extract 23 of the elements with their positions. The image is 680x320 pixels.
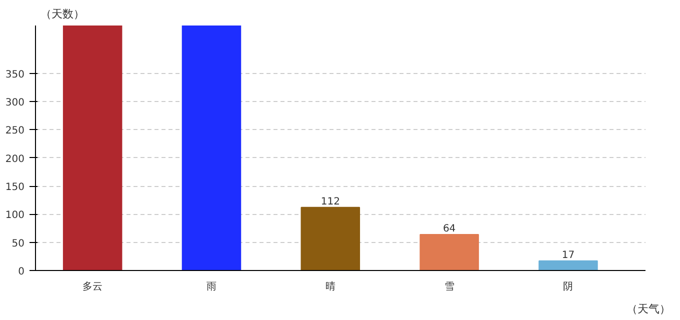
y-tick-label: 100 — [5, 210, 25, 222]
x-tick-label: 雨 — [206, 282, 216, 292]
y-tick-label: 200 — [5, 154, 25, 165]
bar — [420, 234, 479, 270]
x-tick-label: 雪 — [444, 282, 454, 292]
bar — [538, 260, 598, 270]
bar — [300, 206, 360, 270]
data-label: 17 — [562, 250, 575, 261]
x-tick-label: 阴 — [563, 282, 574, 292]
data-label: 64 — [442, 223, 456, 234]
y-tick-label: 0 — [18, 266, 25, 278]
bar — [62, 26, 122, 270]
y-tick-label: 350 — [5, 69, 25, 80]
bar — [182, 26, 242, 270]
y-tick-label: 250 — [5, 126, 25, 137]
x-tick-label: 多云 — [82, 280, 103, 292]
y-axis-title: （天数） — [40, 8, 84, 20]
y-tick-label: 50 — [12, 238, 25, 250]
y-tick-label: 300 — [5, 98, 25, 109]
data-label: 112 — [320, 196, 340, 208]
x-axis-title: （天气） — [626, 302, 670, 316]
x-tick-label: 晴 — [325, 280, 336, 292]
y-tick-label: 150 — [5, 182, 25, 194]
